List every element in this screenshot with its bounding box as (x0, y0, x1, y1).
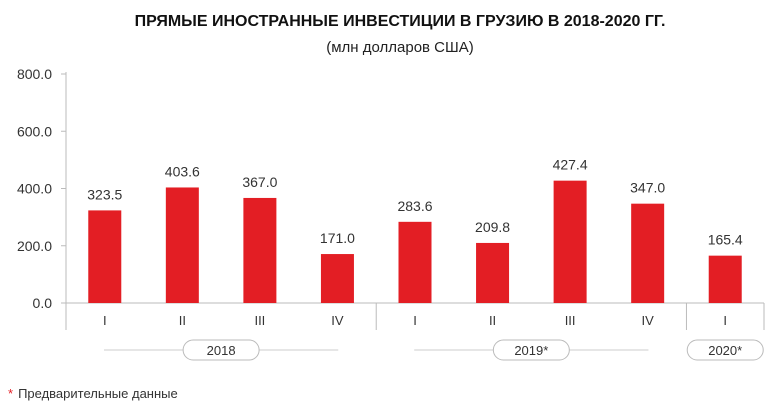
y-tick-label: 600.0 (17, 123, 52, 139)
bar (476, 242, 510, 303)
x-ticks: I II III IV I II III IV I (65, 303, 765, 330)
group-pill (182, 339, 260, 361)
group-label: 2020* (708, 343, 742, 358)
bar (553, 180, 587, 303)
footnote: * Предварительные данные (8, 386, 178, 401)
x-tick-label: I (103, 313, 107, 328)
data-label: 347.0 (630, 180, 665, 196)
footnote-star: * (8, 386, 13, 401)
y-ticks: 0.0 200.0 400.0 600.0 800.0 (17, 66, 66, 311)
group-label: 2019* (514, 343, 548, 358)
data-label: 427.4 (553, 157, 588, 173)
group-label: 2018 (207, 343, 236, 358)
y-tick-label: 200.0 (17, 238, 52, 254)
x-tick-label: I (413, 313, 417, 328)
bar (243, 197, 277, 303)
data-label: 403.6 (165, 163, 200, 179)
data-label: 367.0 (242, 174, 277, 190)
bar (398, 221, 432, 303)
group-pill (492, 339, 570, 361)
x-tick-label: III (565, 313, 576, 328)
y-tick-label: 800.0 (17, 66, 52, 82)
x-tick-label: IV (331, 313, 344, 328)
bar (165, 187, 199, 303)
data-labels: 323.5 403.6 367.0 171.0 283.6 209.8 427.4 347.0… (87, 157, 743, 248)
bars (88, 180, 742, 303)
data-label: 283.6 (397, 198, 432, 214)
data-label: 209.8 (475, 219, 510, 235)
x-tick-label: III (254, 313, 265, 328)
year-groups: 2018 2019* 2020* (104, 339, 764, 361)
data-label: 165.4 (708, 232, 743, 248)
bar (320, 254, 354, 303)
x-tick-label: II (179, 313, 186, 328)
group-pill (686, 339, 764, 361)
footnote-text: Предварительные данные (18, 386, 178, 401)
x-tick-label: II (489, 313, 496, 328)
data-label: 323.5 (87, 186, 122, 202)
data-label: 171.0 (320, 230, 355, 246)
y-tick-label: 0.0 (33, 295, 53, 311)
bar (631, 203, 665, 303)
y-tick-label: 400.0 (17, 181, 52, 197)
bar (708, 255, 742, 303)
chart-title: ПРЯМЫЕ ИНОСТРАННЫЕ ИНВЕСТИЦИИ В ГРУЗИЮ В… (135, 13, 666, 30)
x-tick-label: I (723, 313, 727, 328)
chart-subtitle: (млн долларов США) (326, 39, 474, 56)
x-tick-label: IV (642, 313, 655, 328)
bar (88, 210, 122, 303)
